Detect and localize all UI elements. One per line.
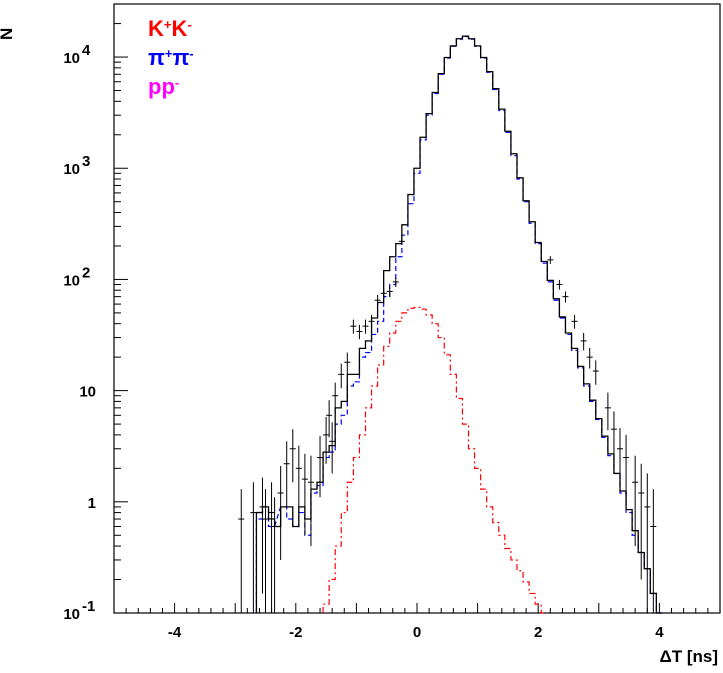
plot-frame — [113, 3, 721, 614]
x-tick-label: -2 — [289, 624, 302, 641]
series-layer — [238, 35, 663, 614]
x-axis-label: ΔT [ns] — [660, 647, 719, 666]
x-axis-ticks: -4 -2 0 2 4 — [113, 603, 721, 641]
x-tick-label: 2 — [534, 624, 542, 641]
y-tick-exponent: 4 — [82, 42, 91, 59]
series-line — [255, 35, 663, 614]
legend-entry: π+π- — [148, 45, 194, 70]
x-tick-label: -4 — [168, 624, 182, 641]
y-tick-label: 10 — [63, 606, 80, 623]
series-line — [322, 306, 548, 614]
y-tick-label: 10 — [79, 384, 96, 401]
series-line — [255, 35, 663, 614]
y-tick-exponent: -1 — [82, 598, 95, 615]
y-tick-label: 10 — [63, 272, 80, 289]
y-tick-label: 1 — [88, 495, 96, 512]
legend-entry: K+K- — [148, 16, 192, 41]
y-tick-exponent: 2 — [82, 264, 90, 281]
legend: K+K-π+π-pp- — [148, 16, 194, 99]
y-tick-label: 10 — [63, 161, 80, 178]
legend-entry: pp- — [148, 74, 179, 99]
x-tick-label: 4 — [655, 624, 664, 641]
x-tick-label: 0 — [413, 624, 421, 641]
y-axis-label: N — [0, 28, 16, 40]
y-tick-label: 10 — [63, 50, 80, 67]
y-tick-exponent: 3 — [82, 153, 90, 170]
